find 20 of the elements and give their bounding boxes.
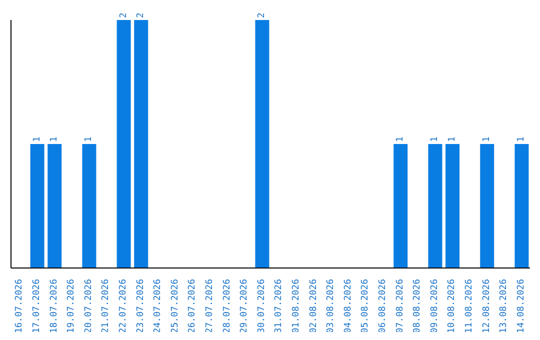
x-tick-label: 11.08.2026 [464,279,474,334]
data-label: 1 [482,136,492,142]
data-label: 1 [50,136,60,142]
x-tick-label: 14.08.2026 [516,279,526,334]
data-label: 1 [32,136,42,142]
x-tick-label: 18.07.2026 [49,279,60,334]
data-label: 2 [257,12,268,18]
x-tick-label: 12.08.2026 [482,279,492,334]
data-label: 1 [84,136,94,142]
data-label: 2 [136,12,146,18]
x-tick-label: 13.08.2026 [499,279,510,334]
x-tick-label: 16.07.2026 [14,279,25,334]
x-tick-label: 10.08.2026 [447,279,458,334]
data-label: 1 [516,136,527,142]
data-label: 1 [396,136,406,142]
data-label: 1 [448,136,458,142]
x-tick-label: 17.07.2026 [32,279,42,334]
x-tick-label: 19.07.2026 [66,279,77,334]
data-label: 1 [430,136,440,142]
data-label: 2 [118,12,129,18]
